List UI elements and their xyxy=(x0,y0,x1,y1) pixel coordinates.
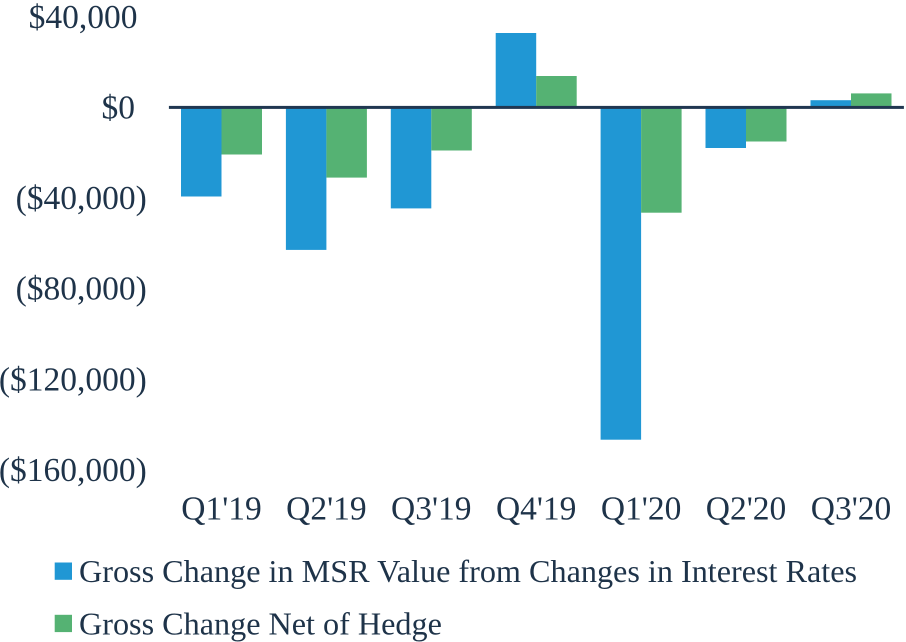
svg-text:($120,000): ($120,000) xyxy=(0,361,147,398)
svg-text:($80,000): ($80,000) xyxy=(16,271,147,308)
svg-text:Gross Change Net of Hedge: Gross Change Net of Hedge xyxy=(79,605,442,641)
svg-text:($40,000): ($40,000) xyxy=(16,180,147,217)
svg-text:Q1'20: Q1'20 xyxy=(601,491,681,528)
svg-text:Q2'20: Q2'20 xyxy=(706,491,786,528)
svg-text:$0: $0 xyxy=(102,90,136,127)
svg-text:Q4'19: Q4'19 xyxy=(496,491,576,528)
svg-text:Gross Change in MSR Value from: Gross Change in MSR Value from Changes i… xyxy=(79,553,857,589)
svg-text:Q1'19: Q1'19 xyxy=(181,491,261,528)
svg-text:($160,000): ($160,000) xyxy=(0,452,147,489)
svg-text:Q2'19: Q2'19 xyxy=(286,491,366,528)
svg-text:Q3'20: Q3'20 xyxy=(811,491,891,528)
svg-text:$40,000: $40,000 xyxy=(29,0,138,36)
svg-text:Q3'19: Q3'19 xyxy=(391,491,471,528)
